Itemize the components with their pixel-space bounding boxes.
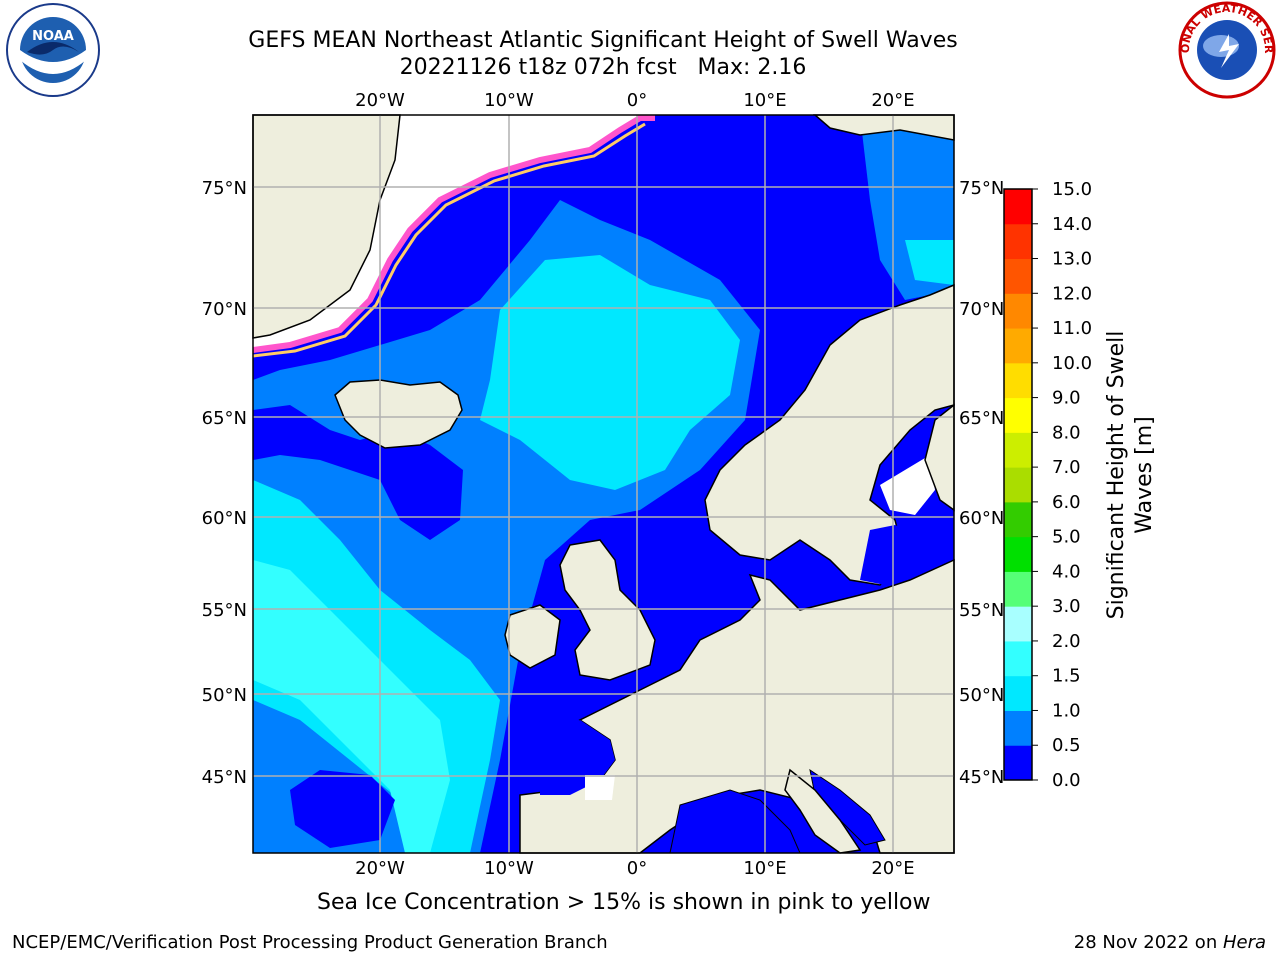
swell-band-2.0 bbox=[253, 560, 450, 853]
lon-label-bottom: 10°E bbox=[743, 858, 786, 879]
lon-label-top: 0° bbox=[627, 90, 647, 111]
calm-patch bbox=[290, 770, 395, 848]
scandinavia bbox=[704, 283, 955, 586]
colorbar-tick-label: 1.5 bbox=[1052, 666, 1081, 687]
svg-text:NOAA: NOAA bbox=[32, 29, 74, 44]
lat-label-right: 60°N bbox=[959, 508, 1004, 529]
chart-title: GEFS MEAN Northeast Atlantic Significant… bbox=[248, 28, 958, 53]
producer-credit: NCEP/EMC/Verification Post Processing Pr… bbox=[12, 932, 608, 953]
lon-label-bottom: 0° bbox=[627, 858, 647, 879]
lon-label-top: 10°E bbox=[743, 90, 786, 111]
colorbar-segment bbox=[1004, 640, 1032, 677]
lat-label-left: 75°N bbox=[202, 178, 247, 199]
sea-ice-edge bbox=[252, 115, 655, 353]
lat-label-left: 60°N bbox=[202, 508, 247, 529]
colorbar-tick-label: 12.0 bbox=[1052, 283, 1092, 304]
lat-label-right: 65°N bbox=[959, 408, 1004, 429]
colorbar-segment bbox=[1004, 432, 1032, 468]
colorbar-tick-label: 10.0 bbox=[1052, 353, 1092, 374]
colorbar-tick-label: 5.0 bbox=[1052, 527, 1081, 548]
colorbar-tick-label: 13.0 bbox=[1052, 249, 1092, 270]
colorbar-tick-label: 7.0 bbox=[1052, 457, 1081, 478]
lat-label-left: 55°N bbox=[202, 600, 247, 621]
colorbar-tick-label: 11.0 bbox=[1052, 318, 1092, 339]
colorbar bbox=[1003, 188, 1033, 781]
colorbar-tick-label: 8.0 bbox=[1052, 422, 1081, 443]
lat-label-right: 75°N bbox=[959, 178, 1004, 199]
greenland bbox=[252, 114, 401, 339]
lat-label-right: 70°N bbox=[959, 299, 1004, 320]
colorbar-segment bbox=[1004, 606, 1032, 642]
colorbar-tick-label: 1.0 bbox=[1052, 700, 1081, 721]
colorbar-segment bbox=[1004, 223, 1032, 260]
lat-label-left: 50°N bbox=[202, 685, 247, 706]
lon-label-top: 10°W bbox=[484, 90, 534, 111]
lat-label-left: 70°N bbox=[202, 299, 247, 320]
lat-label-right: 55°N bbox=[959, 600, 1004, 621]
colorbar-ticks: 0.0 0.5 1.0 1.5 2.0 3.0 4.0 5.0 6.0 7.0 8.0 9.0 10.0… bbox=[1032, 179, 1092, 791]
map-frame bbox=[252, 114, 955, 854]
sea-ice-caption: Sea Ice Concentration > 15% is shown in … bbox=[317, 890, 931, 915]
colorbar-segment bbox=[1004, 536, 1032, 572]
lon-label-bottom: 20°E bbox=[871, 858, 914, 879]
colorbar-segment bbox=[1004, 362, 1032, 399]
colorbar-segment bbox=[1004, 675, 1032, 711]
lat-label-right: 50°N bbox=[959, 685, 1004, 706]
colorbar-tick-label: 15.0 bbox=[1052, 179, 1092, 200]
lon-label-top: 20°E bbox=[871, 90, 914, 111]
forecast-subtitle: 20221126 t18z 072h fcst Max: 2.16 bbox=[399, 55, 807, 80]
lon-label-bottom: 10°W bbox=[484, 858, 534, 879]
graticule bbox=[253, 115, 954, 853]
colorbar-tick-label: 0.5 bbox=[1052, 735, 1081, 756]
colorbar-segment bbox=[1004, 710, 1032, 746]
lat-label-right: 45°N bbox=[959, 767, 1004, 788]
lon-label-bottom: 20°W bbox=[355, 858, 405, 879]
colorbar-segment bbox=[1004, 293, 1032, 329]
colorbar-segment bbox=[1004, 189, 1032, 225]
colorbar-frame bbox=[1003, 188, 1033, 781]
colorbar-segment bbox=[1004, 328, 1032, 364]
great-britain bbox=[559, 539, 656, 681]
lat-label-left: 65°N bbox=[202, 408, 247, 429]
generation-date: 28 Nov 2022 on Hera bbox=[1073, 932, 1266, 953]
noaa-logo: NOAA bbox=[6, 3, 100, 97]
colorbar-segment bbox=[1004, 397, 1032, 433]
colorbar-tick-label: 6.0 bbox=[1052, 492, 1081, 513]
colorbar-tick-label: 4.0 bbox=[1052, 561, 1081, 582]
colorbar-tick-label: 0.0 bbox=[1052, 770, 1081, 791]
baltic-sea bbox=[860, 525, 935, 585]
nws-logo: NATIONAL WEATHER SERVICE bbox=[1176, 0, 1276, 99]
colorbar-segment bbox=[1004, 745, 1032, 781]
colorbar-segment bbox=[1004, 501, 1032, 538]
lat-label-left: 45°N bbox=[202, 767, 247, 788]
colorbar-segment bbox=[1004, 571, 1032, 607]
lon-label-top: 20°W bbox=[355, 90, 405, 111]
colorbar-segment bbox=[1004, 258, 1032, 294]
colorbar-tick-label: 9.0 bbox=[1052, 388, 1081, 409]
colorbar-tick-label: 14.0 bbox=[1052, 214, 1092, 235]
ireland bbox=[504, 604, 561, 669]
colorbar-segment bbox=[1004, 467, 1032, 503]
host-name: Hera bbox=[1222, 932, 1266, 953]
colorbar-tick-label: 2.0 bbox=[1052, 631, 1081, 652]
colorbar-tick-label: 3.0 bbox=[1052, 596, 1081, 617]
colorbar-label: Significant Height of Swell Waves [m] bbox=[1104, 330, 1157, 620]
